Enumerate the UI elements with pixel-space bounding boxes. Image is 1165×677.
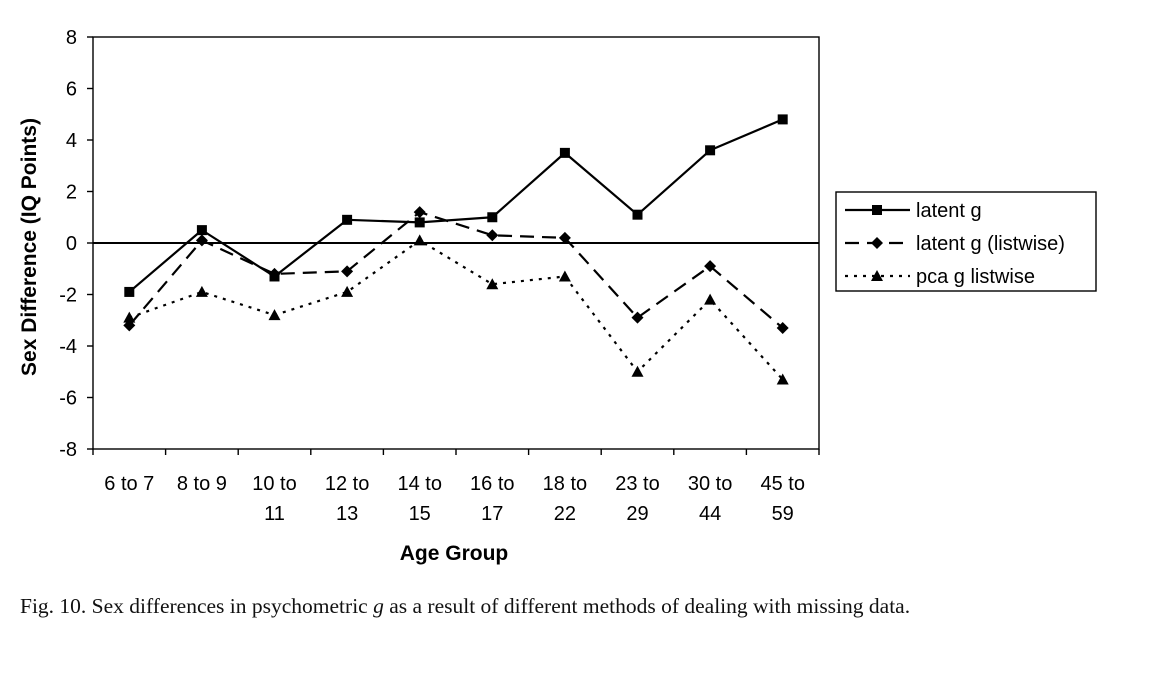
x-axis-title: Age Group <box>400 542 509 565</box>
x-axis: 6 to 7 8 to 9 10 to 11 12 to 13 14 to 15 16 to 17… <box>92 449 820 525</box>
x-tick-label: 12 to 13 <box>325 473 369 525</box>
data-point <box>487 212 498 223</box>
data-point <box>341 285 354 297</box>
x-tick-label: 6 to 7 <box>104 473 154 495</box>
chart: 8 6 4 2 0 -2 -4 -6 -8 6 to 7 8 to 9 10 to 11 12 to 13… <box>18 27 1097 565</box>
data-point <box>195 285 208 297</box>
legend: latent g latent g (listwise) pca g listwis… <box>835 191 1097 292</box>
legend-marker-3 <box>871 270 883 281</box>
series-line-3 <box>128 239 784 381</box>
legend-label-1: latent g <box>916 200 982 222</box>
data-point <box>558 231 571 244</box>
data-point <box>631 365 644 377</box>
caption-prefix: Fig. 10. Sex differences in psychometric <box>20 594 374 618</box>
data-point <box>486 278 499 290</box>
data-point <box>195 234 208 247</box>
data-point <box>558 270 571 282</box>
x-tick-label: 30 to 44 <box>688 473 732 525</box>
data-point <box>776 373 789 385</box>
caption-italic: g <box>373 594 384 618</box>
data-point <box>268 309 281 321</box>
data-point <box>559 147 570 158</box>
data-point <box>486 229 499 242</box>
data-point <box>341 265 354 278</box>
x-tick-label: 10 to 11 <box>252 473 296 525</box>
data-point <box>342 214 353 225</box>
data-point <box>414 217 425 228</box>
figure-caption: Fig. 10. Sex differences in psychometric… <box>20 594 1150 619</box>
data-point <box>777 114 788 125</box>
y-tick-label: 4 <box>66 130 77 152</box>
series-line-2 <box>128 211 784 329</box>
y-tick-label: -4 <box>59 336 77 358</box>
data-point <box>631 311 644 324</box>
y-tick-label: 6 <box>66 79 77 101</box>
legend-marker-2 <box>871 237 883 249</box>
x-tick-label: 45 to 59 <box>760 473 804 525</box>
y-axis: 8 6 4 2 0 -2 -4 -6 -8 <box>59 27 93 461</box>
data-point <box>705 145 716 156</box>
data-point <box>413 234 426 246</box>
data-point <box>124 286 135 297</box>
y-tick-label: -8 <box>59 439 77 461</box>
legend-marker-1 <box>872 205 882 215</box>
series-line-1 <box>128 118 784 293</box>
data-point <box>704 293 717 305</box>
y-tick-label: 0 <box>66 233 77 255</box>
data-point <box>776 321 789 334</box>
data-point <box>704 260 717 273</box>
data-point <box>413 206 426 219</box>
legend-label-2: latent g (listwise) <box>916 233 1065 255</box>
legend-label-3: pca g listwise <box>916 266 1035 288</box>
series-group <box>123 114 789 385</box>
y-tick-label: 8 <box>66 27 77 49</box>
y-axis-title: Sex Difference (IQ Points) <box>18 118 41 376</box>
x-tick-label: 8 to 9 <box>177 473 227 495</box>
x-tick-label: 14 to 15 <box>397 473 441 525</box>
data-point <box>196 225 207 236</box>
x-tick-label: 16 to 17 <box>470 473 514 525</box>
data-point <box>632 209 643 220</box>
caption-suffix: as a result of different methods of deal… <box>383 594 911 618</box>
data-point <box>268 267 281 280</box>
y-tick-label: -2 <box>59 285 77 307</box>
y-tick-label: 2 <box>66 182 77 204</box>
x-tick-label: 18 to 22 <box>543 473 587 525</box>
y-tick-label: -6 <box>59 388 77 410</box>
data-point <box>123 311 136 323</box>
x-tick-label: 23 to 29 <box>615 473 659 525</box>
